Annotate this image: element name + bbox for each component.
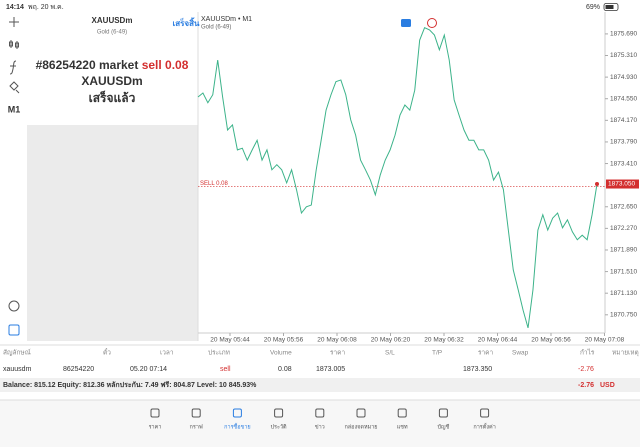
message-status: เสร็จแล้ว <box>89 90 136 105</box>
x-tick-label: 20 May 06:44 <box>478 337 518 344</box>
battery-percent: 69% <box>586 4 600 11</box>
y-tick-label: 1870.750 <box>610 312 637 319</box>
table-header[interactable]: T/P <box>432 350 442 357</box>
chart-marker <box>427 18 437 28</box>
order-line-label: SELL 0.08 <box>200 181 228 187</box>
y-tick-label: 1874.930 <box>610 74 637 81</box>
tab-icon[interactable] <box>150 408 160 418</box>
table-header[interactable]: สัญลักษณ์ <box>3 349 31 357</box>
message-symbol: XAUUSDm <box>81 74 142 88</box>
table-header[interactable]: Volume <box>270 350 292 357</box>
x-tick-label: 20 May 06:08 <box>317 337 357 344</box>
table-header[interactable]: ราคา <box>330 350 345 357</box>
balance-profit: -2.76 <box>578 382 594 389</box>
balance-currency: USD <box>600 382 615 389</box>
y-tick-label: 1874.170 <box>610 117 637 124</box>
x-tick-label: 20 May 07:08 <box>585 337 625 344</box>
order-panel-empty <box>27 125 198 341</box>
y-tick-label: 1873.790 <box>610 139 637 146</box>
tab-label[interactable]: แชท <box>397 423 408 430</box>
order-message: #86254220 market sell 0.08 <box>36 58 189 72</box>
table-cell: xauusdm <box>3 366 32 373</box>
table-cell: -2.76 <box>578 366 594 373</box>
table-cell: 05.20 07:14 <box>130 366 167 373</box>
table-header[interactable]: Swap <box>512 350 529 357</box>
chart-symbol: XAUUSDm • M1 <box>201 16 252 23</box>
search-tool[interactable] <box>8 300 20 312</box>
last-price-dot <box>595 182 599 187</box>
tab-icon[interactable] <box>232 408 242 418</box>
indicator-tool[interactable] <box>9 60 17 75</box>
x-tick-label: 20 May 06:20 <box>371 337 411 344</box>
tab-icon[interactable] <box>356 408 366 418</box>
status-date: พฤ. 20 พ.ค. <box>28 4 64 11</box>
table-header[interactable]: กำไร <box>580 349 595 357</box>
order-panel <box>27 12 198 125</box>
battery-icon <box>603 3 619 11</box>
tab-icon[interactable] <box>480 408 490 418</box>
table-header[interactable]: ประเภท <box>208 350 230 357</box>
tab-label[interactable]: การซื้อขาย <box>224 422 250 430</box>
object-tool[interactable] <box>9 81 20 94</box>
price-line <box>197 26 598 329</box>
tab-icon[interactable] <box>315 408 325 418</box>
message-side: sell 0.08 <box>142 58 189 72</box>
table-cell: sell <box>220 366 231 373</box>
chart-description: Gold (6-49) <box>201 25 231 31</box>
balance-bar <box>0 378 640 392</box>
table-cell: 86254220 <box>63 366 94 373</box>
table-header[interactable]: ราคา <box>478 350 493 357</box>
y-tick-label: 1872.650 <box>610 203 637 210</box>
message-prefix: #86254220 market <box>36 58 139 72</box>
current-price-label: 1873.050 <box>608 181 635 188</box>
tab-label[interactable]: กราฟ <box>190 423 203 430</box>
timeframe-button[interactable]: M1 <box>8 104 21 114</box>
tab-icon[interactable] <box>274 408 284 418</box>
table-header[interactable]: S/L <box>385 350 395 357</box>
tab-icon[interactable] <box>191 408 201 418</box>
table-cell: 1873.350 <box>463 366 492 373</box>
tab-label[interactable]: ประวัติ <box>271 423 287 430</box>
y-tick-label: 1871.890 <box>610 247 637 254</box>
y-tick-label: 1871.510 <box>610 268 637 275</box>
x-tick-label: 20 May 05:44 <box>210 337 250 344</box>
tab-icon[interactable] <box>397 408 407 418</box>
table-cell: 0.08 <box>278 366 292 373</box>
tab-label[interactable]: กล่องจดหมาย <box>344 424 377 430</box>
toolbar <box>8 17 20 336</box>
tab-label[interactable]: บัญชี <box>437 423 449 430</box>
tab-label[interactable]: ข่าว <box>315 424 325 430</box>
x-tick-label: 20 May 06:32 <box>424 337 464 344</box>
y-tick-label: 1871.130 <box>610 290 637 297</box>
tab-label[interactable]: ราคา <box>149 424 162 430</box>
tab-icon[interactable] <box>438 408 448 418</box>
chart-type-tool[interactable] <box>9 40 19 49</box>
table-header[interactable]: ตั๋ว <box>103 347 111 356</box>
battery-level <box>605 5 614 9</box>
status-time: 14:14 <box>6 4 24 11</box>
x-tick-label: 20 May 05:56 <box>264 337 304 344</box>
chart-marker <box>401 19 411 27</box>
order-symbol: XAUUSDm <box>92 16 133 25</box>
y-tick-label: 1873.410 <box>610 160 637 167</box>
y-tick-label: 1875.690 <box>610 31 637 38</box>
tab-label[interactable]: การตั้งค่า <box>473 422 495 430</box>
tab-bar <box>0 400 640 447</box>
balance-summary: Balance: 815.12 Equity: 812.36 หลักประกั… <box>3 381 257 389</box>
y-tick-label: 1874.550 <box>610 95 637 102</box>
table-header[interactable]: เวลา <box>160 350 174 357</box>
done-button[interactable]: เสร็จสิ้น <box>173 17 200 28</box>
trade-tool[interactable] <box>8 324 20 336</box>
table-cell: 1873.005 <box>316 366 345 373</box>
y-tick-label: 1875.310 <box>610 52 637 59</box>
table-header[interactable]: หมายเหตุ <box>612 350 639 357</box>
crosshair-tool[interactable] <box>9 17 19 27</box>
current-price-box <box>606 179 639 189</box>
order-description: Gold (6-49) <box>97 30 127 36</box>
y-tick-label: 1872.270 <box>610 225 637 232</box>
x-tick-label: 20 May 06:56 <box>531 337 571 344</box>
